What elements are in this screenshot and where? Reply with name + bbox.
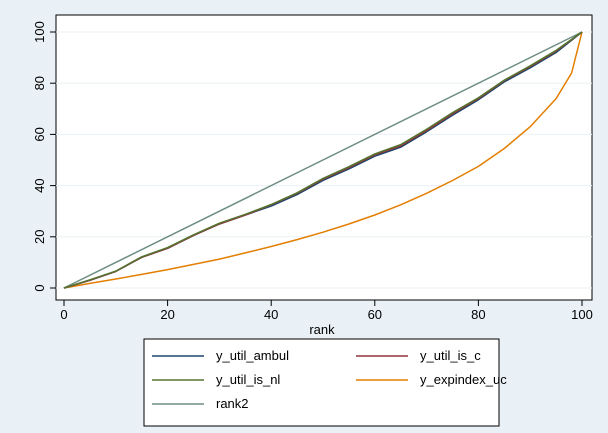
series-line-y-util-is-nl: [63, 31, 583, 289]
legend-label: rank2: [216, 396, 249, 411]
y-tick-label: 80: [32, 76, 47, 90]
y-tick-label: 0: [32, 284, 47, 291]
x-tick-label: 0: [60, 307, 67, 322]
legend-label: y_util_is_nl: [216, 372, 280, 387]
x-axis-title: rank: [309, 322, 335, 337]
x-tick-label: 80: [471, 307, 485, 322]
legend-label: y_util_is_c: [420, 348, 481, 363]
grid-lines: [56, 31, 592, 289]
plot-area: [55, 14, 593, 301]
x-tick-label: 20: [160, 307, 174, 322]
series-lines: [63, 31, 583, 289]
y-tick-label: 20: [32, 230, 47, 244]
x-tick-label: 40: [264, 307, 278, 322]
legend-box: [143, 338, 500, 427]
x-tick-label: 100: [571, 307, 593, 322]
legend: y_util_ambul y_util_is_c y_util_is_nl y_exp…: [152, 348, 507, 411]
series-line-rank2: [63, 31, 583, 289]
legend-label: y_util_ambul: [216, 348, 289, 363]
legend-label: y_expindex_uc: [420, 372, 507, 387]
y-tick-label: 100: [32, 21, 47, 43]
y-tick-label: 60: [32, 127, 47, 141]
series-line-y-expindex-uc: [63, 31, 583, 289]
y-tick-label: 40: [32, 178, 47, 192]
axes: 0 20 40 60 80 100 0 20 40 60 80 100: [32, 21, 593, 322]
x-tick-label: 60: [368, 307, 382, 322]
